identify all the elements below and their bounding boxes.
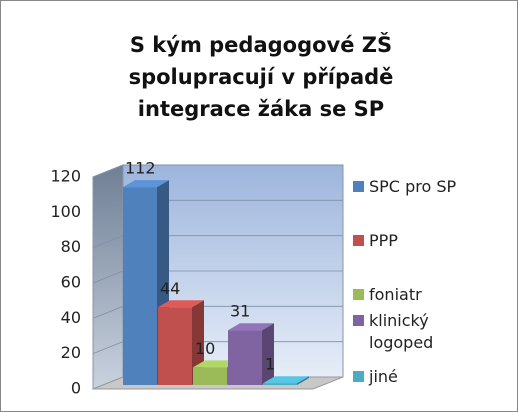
legend-item: jiné [353,366,499,388]
legend-item: foniatr [353,284,499,306]
y-tick-label: 0 [71,379,81,398]
y-tick-label: 40 [61,308,81,327]
legend-swatch [353,315,364,326]
data-label: 10 [195,339,215,358]
legend-label: PPP [369,231,398,250]
legend-label: jiné [369,367,398,386]
chart-title: S kým pedagogové ZŠ spolupracují v přípa… [128,33,394,121]
legend-label: SPC pro SP [369,177,457,196]
bar-top [158,300,204,308]
legend-label: foniatr [369,285,422,304]
legend-item: SPC pro SP [353,176,499,198]
bar-top [263,376,309,384]
bar-side [262,323,274,385]
data-label: 1 [265,355,275,374]
bar-top [193,360,239,368]
bar-top [228,323,274,331]
bar [123,187,157,385]
legend-swatch [353,371,364,382]
bar-top [123,180,169,188]
y-tick-label: 60 [61,273,81,292]
data-label: 112 [125,159,156,178]
bar-side [297,376,309,385]
legend-swatch [353,181,364,192]
data-label: 31 [230,302,250,321]
bar [263,383,297,385]
legend-label: klinický logoped [369,311,434,352]
y-tick-label: 20 [61,343,81,362]
bar [228,330,262,385]
bar [158,307,192,385]
bar [193,367,227,385]
grid-line [92,164,343,178]
data-label: 44 [160,279,180,298]
legend-item: PPP [353,230,499,252]
y-tick-label: 120 [50,167,81,186]
legend-swatch [353,289,364,300]
legend-swatch [353,235,364,246]
y-tick-label: 80 [61,237,81,256]
legend-item: klinický logoped [353,310,459,354]
y-tick-label: 100 [50,202,81,221]
